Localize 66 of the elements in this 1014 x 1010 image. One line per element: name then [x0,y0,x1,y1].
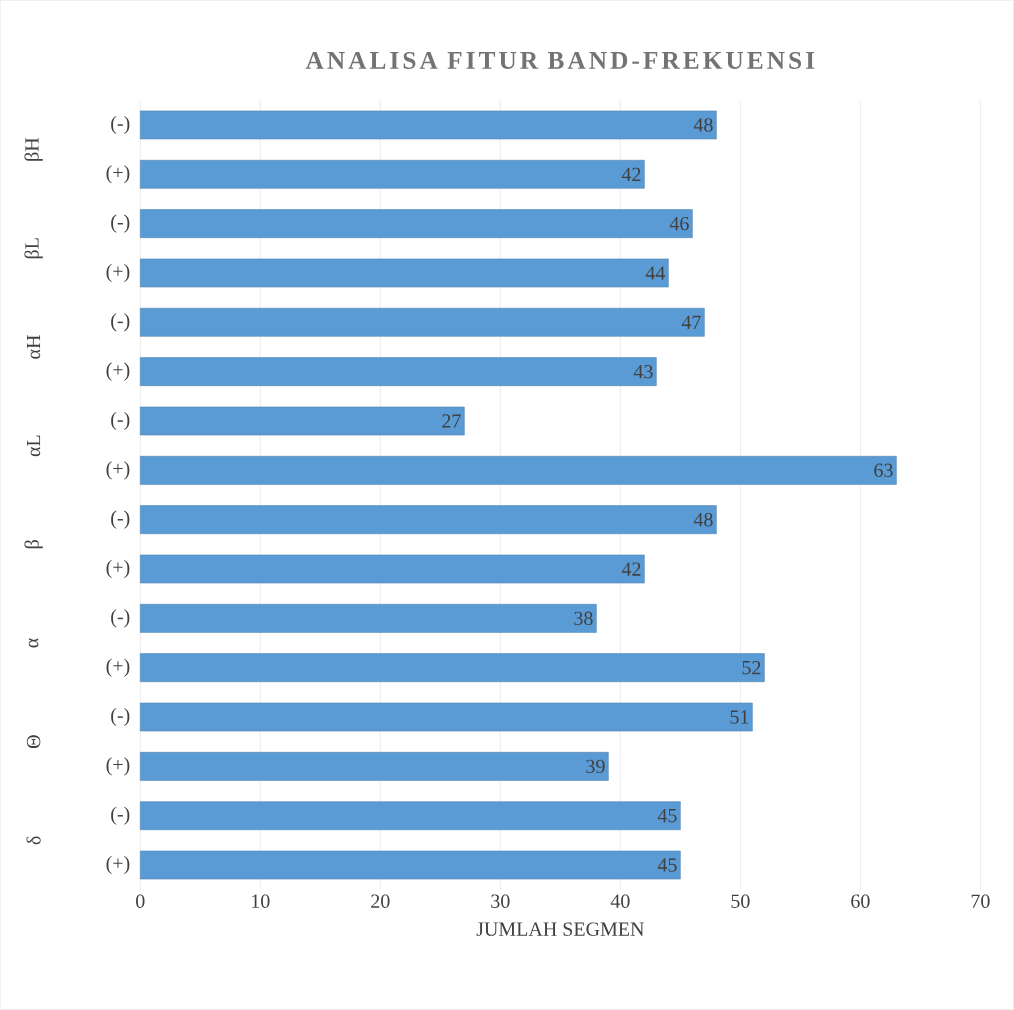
data-label: 52 [742,660,761,675]
x-tick-label: 60 [851,894,870,908]
y-tick-label: (+) [106,165,130,184]
y-tick-label: (+) [106,263,130,283]
data-label: 45 [657,809,677,823]
x-tick-label: 40 [610,894,630,908]
bar [140,850,681,880]
bar [140,406,465,436]
bar [140,752,609,781]
text: Θ [26,735,41,749]
x-tick-label: 10 [252,894,270,908]
data-label: 43 [633,364,653,379]
y-tick-label: (-) [111,214,130,233]
bar [140,505,717,534]
y-tick-label: (-) [111,115,130,135]
bar [140,604,597,633]
y-tick-label: (-) [111,609,130,628]
text: α [28,638,39,648]
x-tick-label: 70 [971,894,990,908]
y-tick-label: (-) [111,806,130,825]
y-tick-label: (-) [111,313,130,332]
data-label: 48 [693,118,713,132]
y-tick-label: (+) [106,362,130,381]
chart-title: ANALISA FITUR BAND-FREKUENSI [305,51,815,69]
x-tick-label: 30 [491,894,510,908]
y-tick-label: (+) [106,855,130,875]
data-label: 39 [586,759,605,774]
text: βL [24,238,43,259]
text: αH [26,335,41,359]
text: δ [26,836,41,845]
y-tick-label: (+) [106,757,130,776]
y-tick-label: (+) [106,658,130,677]
text: β [24,540,43,549]
bar [140,653,765,683]
data-label: 44 [645,266,666,280]
bar [140,357,657,386]
bar [140,209,693,238]
bar [140,801,681,831]
data-label: 38 [574,611,593,626]
bar [140,110,717,140]
text: αL [26,435,41,457]
y-tick-label: (+) [106,559,130,579]
y-tick-label: (-) [111,510,130,529]
bar [140,554,645,584]
y-tick-label: (-) [111,707,130,727]
x-tick-label: 0 [136,894,145,908]
bar [140,702,753,732]
data-label: 48 [693,512,713,527]
text: βH [24,137,43,161]
y-tick-label: (-) [111,411,130,431]
bar [140,455,897,485]
data-label: 47 [681,315,701,329]
data-label: 42 [621,167,641,181]
data-label: 51 [730,710,749,724]
data-label: 42 [621,562,641,576]
data-label: 27 [442,414,461,428]
y-tick-label: (+) [106,461,130,480]
data-label: 46 [669,216,689,231]
bar [140,159,645,189]
bar [140,258,669,288]
x-axis-title: JUMLAH SEGMEN [476,922,645,936]
x-tick-label: 20 [371,894,390,908]
data-label: 45 [657,858,677,872]
bar [140,307,705,337]
data-label: 63 [874,463,893,478]
x-tick-label: 50 [731,894,750,908]
